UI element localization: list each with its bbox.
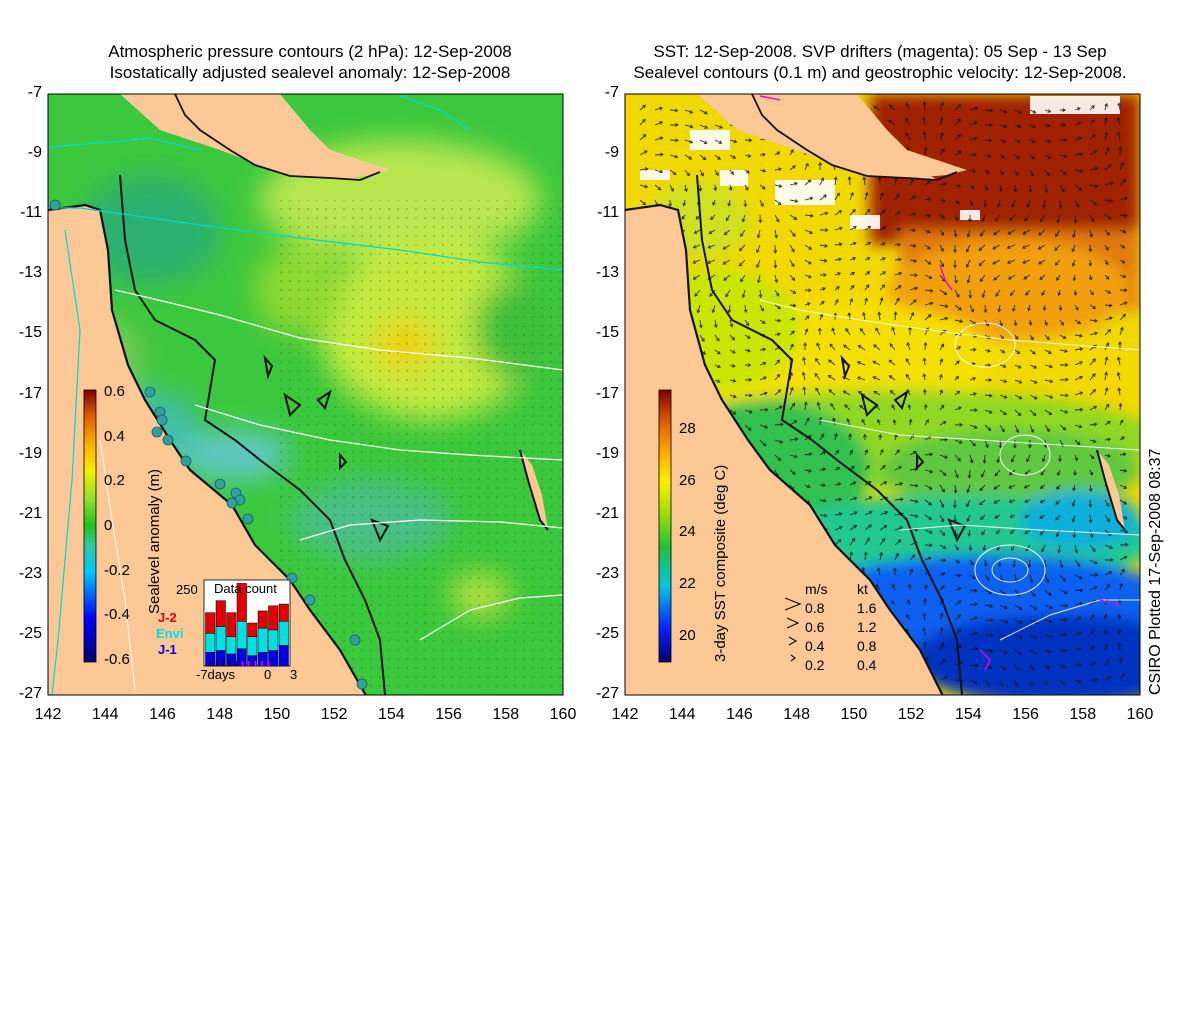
legend-envi: Envi	[156, 626, 184, 641]
x-tick-label: 152	[320, 706, 348, 723]
colorbar-tick-label: 26	[679, 471, 696, 489]
right-title-line2: Sealevel contours (0.1 m) and geostrophi…	[633, 63, 1127, 82]
y-tick-label: -11	[20, 204, 42, 222]
left-title: Atmospheric pressure contours (2 hPa): 1…	[50, 41, 570, 83]
y-tick-label: -21	[595, 504, 619, 522]
count-bar-j1	[278, 645, 289, 667]
count-bar-envi	[257, 627, 268, 653]
y-tick-label: -25	[595, 624, 619, 642]
colorbar-tick-label: 0.4	[104, 427, 125, 445]
y-tick-label: -7	[604, 84, 619, 101]
y-tick-label: -21	[18, 504, 42, 522]
velocity-legend-arrows	[784, 597, 802, 662]
data-count-title: Data count	[214, 581, 277, 596]
y-tick-label: -27	[18, 685, 42, 702]
sla-colorbar-label: Sealevel anomaly (m)	[146, 468, 163, 614]
count-bar-j2	[257, 610, 268, 629]
x-tick-label: 158	[492, 706, 520, 723]
count-bar-envi	[278, 621, 289, 646]
x-tick-label: 150	[263, 706, 291, 723]
colorbar-tick-label: 20	[679, 627, 696, 645]
x-tick-label: 148	[783, 706, 810, 723]
x-tick-label: 156	[435, 706, 462, 723]
x-tick-label: 160	[549, 706, 577, 723]
count-bar-j1	[268, 650, 279, 667]
colorbar-tick-label: 24	[679, 523, 696, 541]
left-title-line1: Atmospheric pressure contours (2 hPa): 1…	[108, 42, 512, 61]
x-tick-label: 154	[954, 706, 982, 723]
y-tick-label: -23	[595, 564, 619, 582]
x-tick-label: 142	[34, 706, 62, 723]
count-bar-j2	[236, 583, 247, 622]
x-tick-label: 154	[377, 706, 405, 723]
y-tick-label: -15	[18, 324, 42, 342]
data-count-legend: J-2 Envi J-1	[156, 610, 184, 658]
x-tick-label: 142	[611, 706, 639, 723]
colorbar-tick-label: -0.6	[104, 651, 130, 668]
x-tick-label: 144	[91, 706, 119, 723]
y-tick-label: -9	[27, 144, 42, 162]
sealevel-anomaly-map	[47, 93, 1141, 696]
count-bar-envi	[226, 636, 237, 655]
count-bar-envi	[236, 621, 247, 650]
data-count-ymax: 250	[176, 582, 198, 597]
y-tick-label: -13	[18, 264, 42, 282]
y-tick-label: -15	[595, 324, 619, 342]
count-bar-envi	[247, 636, 258, 656]
y-tick-label: -19	[595, 444, 619, 462]
colorbar-tick-label: 28	[679, 419, 696, 437]
sst-colorbar-label: 3-day SST composite (deg C)	[712, 464, 729, 662]
count-bar-envi	[205, 633, 216, 653]
x-tick-label: 146	[149, 706, 176, 723]
x-tick-label: 144	[668, 706, 696, 723]
legend-j2: J-2	[158, 610, 177, 625]
y-tick-label: -19	[18, 444, 42, 462]
y-tick-label: -17	[18, 384, 42, 402]
count-bar-j2	[215, 600, 226, 627]
count-bar-envi	[268, 629, 279, 651]
velocity-legend: m/s kt 0.8 1.6 0.6 1.2 0.4 0.8 0.2 0.4	[805, 581, 877, 673]
y-tick-label: -23	[18, 564, 42, 582]
x-tick-label: 156	[1012, 706, 1039, 723]
data-count-inset	[203, 579, 291, 667]
right-title: SST: 12-Sep-2008. SVP drifters (magenta)…	[595, 41, 1165, 83]
right-title-line1: SST: 12-Sep-2008. SVP drifters (magenta)…	[653, 42, 1107, 61]
count-bar-j2	[278, 603, 289, 622]
count-bar-j1	[215, 650, 226, 667]
y-tick-label: -13	[595, 264, 619, 282]
count-bar-j2	[226, 612, 237, 638]
count-bar-j2	[268, 605, 279, 631]
colorbar-tick-label: 0	[104, 517, 113, 534]
legend-j1: J-1	[158, 642, 177, 657]
colorbar-tick-label: -0.2	[104, 561, 130, 579]
x-tick-label: 152	[897, 706, 925, 723]
count-bar-j1	[226, 653, 237, 667]
x-tick-label: 160	[1126, 706, 1154, 723]
y-tick-label: -27	[595, 685, 619, 702]
colorbar-tick-label: 22	[679, 575, 696, 593]
plot-timestamp: CSIRO Plotted 17-Sep-2008 08:37	[1147, 448, 1164, 695]
sst-colorbar	[658, 389, 672, 663]
y-tick-label: -11	[597, 204, 619, 222]
count-bar-envi	[215, 626, 226, 651]
y-tick-label: -7	[27, 84, 42, 101]
left-title-line2: Isostatically adjusted sealevel anomaly:…	[109, 63, 511, 82]
colorbar-tick-label: 0.2	[104, 472, 125, 490]
colorbar-tick-label: -0.4	[104, 606, 130, 624]
x-tick-label: 146	[726, 706, 753, 723]
x-tick-label: 158	[1069, 706, 1097, 723]
y-tick-label: -25	[18, 624, 42, 642]
y-tick-label: -9	[604, 144, 619, 162]
x-tick-label: 150	[840, 706, 868, 723]
y-tick-label: -17	[595, 384, 619, 402]
count-bar-j2	[247, 622, 258, 638]
count-bar-j2	[205, 612, 216, 634]
sla-colorbar	[83, 389, 97, 663]
colorbar-tick-label: 0.6	[104, 383, 125, 400]
x-tick-label: 148	[206, 706, 233, 723]
